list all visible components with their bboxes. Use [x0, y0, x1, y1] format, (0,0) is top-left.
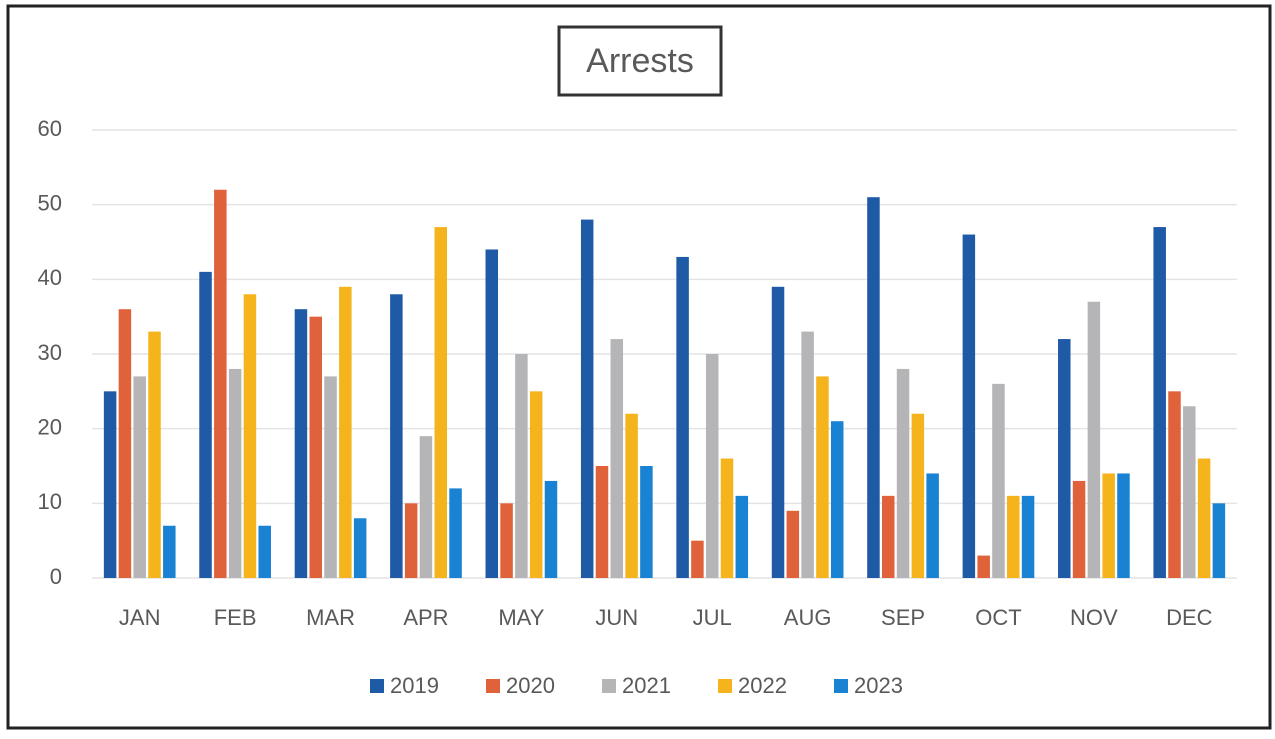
x-tick-label: APR: [403, 605, 448, 630]
bar: [1183, 406, 1196, 578]
bar: [977, 555, 990, 578]
bar: [595, 466, 609, 578]
bar: [434, 227, 448, 579]
bar: [691, 540, 704, 578]
bar: [830, 421, 844, 578]
bar: [1087, 301, 1101, 578]
x-tick-label: FEB: [214, 605, 257, 630]
legend-swatch: [602, 679, 616, 693]
bar: [1153, 227, 1166, 579]
bar: [580, 219, 594, 578]
bar: [881, 495, 895, 578]
x-tick-label: AUG: [784, 605, 832, 630]
bar: [720, 458, 734, 578]
bar: [103, 391, 117, 578]
legend-label: 2021: [622, 673, 671, 698]
bar: [258, 525, 271, 578]
y-tick-label: 30: [38, 340, 62, 365]
bar: [786, 510, 800, 578]
bar: [801, 331, 814, 578]
bar: [705, 354, 719, 578]
bar: [133, 376, 146, 578]
legend-swatch: [486, 679, 500, 693]
bar: [324, 376, 337, 578]
bar: [419, 436, 433, 578]
bar: [214, 189, 227, 578]
bar: [148, 331, 161, 578]
bar: [625, 413, 638, 578]
chart-title: Arrests: [586, 42, 694, 80]
y-tick-label: 10: [38, 489, 62, 514]
bar: [529, 391, 543, 578]
y-tick-label: 20: [38, 414, 62, 439]
x-tick-label: MAY: [498, 605, 544, 630]
bar: [962, 234, 976, 579]
y-tick-label: 60: [38, 116, 62, 141]
bar: [640, 466, 653, 578]
bar: [1021, 495, 1035, 578]
legend-label: 2022: [738, 673, 787, 698]
legend-swatch: [834, 679, 848, 693]
x-tick-label: JUL: [693, 605, 732, 630]
bar: [1168, 391, 1181, 578]
y-tick-label: 50: [38, 190, 62, 215]
legend-label: 2020: [506, 673, 555, 698]
bar: [449, 488, 462, 578]
y-tick-label: 0: [50, 564, 62, 589]
bar: [243, 294, 257, 578]
bar: [816, 376, 829, 578]
x-tick-label: MAR: [306, 605, 355, 630]
x-tick-label: NOV: [1070, 605, 1118, 630]
x-tick-label: JAN: [119, 605, 161, 630]
bar: [676, 256, 689, 578]
bar: [228, 368, 242, 578]
x-tick-label: SEP: [881, 605, 925, 630]
bar: [404, 503, 418, 578]
legend-swatch: [370, 679, 384, 693]
bar: [390, 294, 403, 578]
bar: [992, 383, 1005, 578]
bar: [544, 480, 558, 578]
bar: [1197, 458, 1211, 578]
bar: [339, 286, 352, 578]
bar: [485, 249, 499, 578]
bar: [1072, 480, 1086, 578]
bar: [515, 354, 528, 578]
bar: [294, 309, 308, 578]
legend-label: 2019: [390, 673, 439, 698]
x-tick-label: OCT: [975, 605, 1021, 630]
bar: [926, 473, 939, 578]
title-box: [557, 25, 723, 97]
bar: [1117, 473, 1130, 578]
bar: [1102, 473, 1115, 578]
bar: [911, 413, 925, 578]
bar: [1007, 495, 1020, 578]
bar: [771, 286, 785, 578]
bar: [867, 197, 880, 578]
legend-swatch: [718, 679, 732, 693]
bar: [735, 495, 749, 578]
bar: [309, 316, 322, 578]
bar: [199, 271, 212, 578]
bar: [896, 368, 910, 578]
bar: [1058, 339, 1071, 578]
bar: [1212, 503, 1226, 578]
bar: [163, 525, 176, 578]
legend-label: 2023: [854, 673, 903, 698]
bar: [500, 503, 513, 578]
x-tick-label: DEC: [1166, 605, 1213, 630]
y-tick-label: 40: [38, 265, 62, 290]
bar: [118, 309, 132, 578]
bar: [353, 518, 367, 578]
bar: [610, 339, 624, 578]
x-tick-label: JUN: [595, 605, 638, 630]
